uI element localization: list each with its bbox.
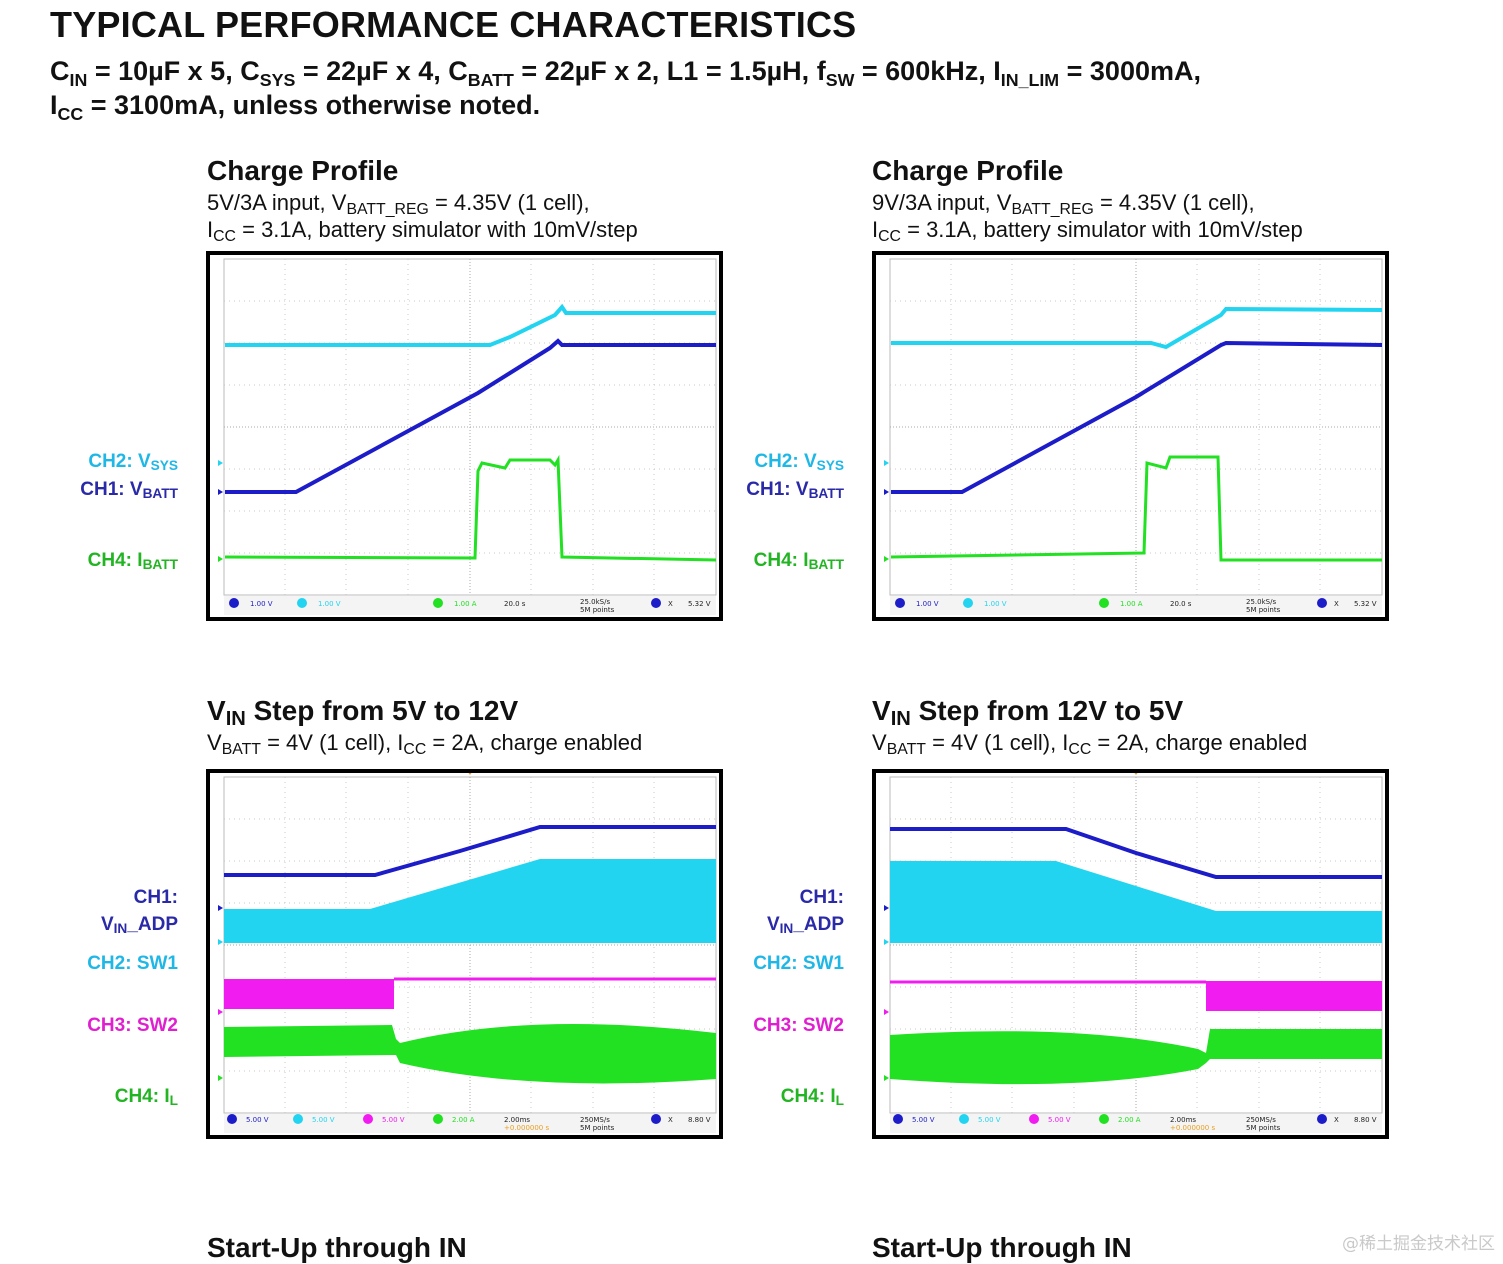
svg-text:20.0 s: 20.0 s bbox=[1170, 600, 1192, 608]
svg-text:1.00 V: 1.00 V bbox=[984, 600, 1007, 608]
channel-label-ch2: CH2: SW1 bbox=[753, 953, 844, 974]
svg-text:25.0kS/s: 25.0kS/s bbox=[580, 598, 610, 606]
svg-text:5.00 V: 5.00 V bbox=[382, 1116, 405, 1124]
channel-label-ch1: CH1: bbox=[799, 887, 844, 908]
plot-title: Charge Profile bbox=[872, 155, 1064, 186]
svg-text:X: X bbox=[668, 1116, 673, 1124]
svg-text:20.0 s: 20.0 s bbox=[504, 600, 526, 608]
scope-display: 5.00 V 5.00 V 5.00 V 2.00 A 2.00ms +0.00… bbox=[218, 773, 717, 1133]
svg-text:5.00 V: 5.00 V bbox=[978, 1116, 1001, 1124]
svg-text:8.80 V: 8.80 V bbox=[1354, 1116, 1377, 1124]
svg-text:25.0kS/s: 25.0kS/s bbox=[1246, 598, 1276, 606]
channel-label-ch2: CH2: VSYS bbox=[754, 451, 844, 474]
conditions-line-2: ICC = 3100mA, unless otherwise noted. bbox=[50, 90, 541, 125]
svg-text:1.00 A: 1.00 A bbox=[454, 600, 477, 608]
channel-label-ch2: CH2: VSYS bbox=[88, 451, 178, 474]
plot-title: VIN Step from 12V to 5V bbox=[872, 695, 1184, 731]
svg-text:X: X bbox=[1334, 1116, 1339, 1124]
svg-text:5.00 V: 5.00 V bbox=[912, 1116, 935, 1124]
conditions-line-1: CIN = 10µF x 5, CSYS = 22µF x 4, CBATT =… bbox=[50, 56, 1201, 91]
channel-label-ch4: CH4: IL bbox=[114, 1086, 178, 1109]
channel-label-ch1: CH1: VBATT bbox=[80, 479, 178, 502]
page-heading: TYPICAL PERFORMANCE CHARACTERISTICS bbox=[50, 4, 857, 45]
plot-description: VBATT = 4V (1 cell), ICC = 2A, charge en… bbox=[872, 730, 1308, 758]
channel-label-ch1-name: VIN_ADP bbox=[766, 914, 844, 937]
plot-description: 5V/3A input, VBATT_REG = 4.35V (1 cell), bbox=[207, 190, 590, 218]
oscilloscope-screenshot: 1.00 V 1.00 V 1.00 A 20.0 s 25.0kS/s 5M … bbox=[872, 251, 1389, 621]
plot-description: VBATT = 4V (1 cell), ICC = 2A, charge en… bbox=[207, 730, 643, 758]
plot-description: 9V/3A input, VBATT_REG = 4.35V (1 cell), bbox=[872, 190, 1255, 218]
svg-text:5M points: 5M points bbox=[580, 1124, 615, 1132]
channel-label-ch3: CH3: SW2 bbox=[753, 1015, 844, 1036]
watermark: @稀土掘金技术社区 bbox=[1342, 1234, 1495, 1254]
svg-text:2.00ms: 2.00ms bbox=[1170, 1116, 1196, 1124]
oscilloscope-screenshot: 1.00 V 1.00 V 1.00 A 20.0 s 25.0kS/s 5M … bbox=[206, 251, 723, 621]
plot-title: VIN Step from 5V to 12V bbox=[207, 695, 519, 731]
svg-text:5M points: 5M points bbox=[580, 606, 615, 614]
svg-text:2.00 A: 2.00 A bbox=[1118, 1116, 1141, 1124]
svg-text:2.00ms: 2.00ms bbox=[504, 1116, 530, 1124]
svg-text:250MS/s: 250MS/s bbox=[580, 1116, 610, 1124]
scope-display: 1.00 V 1.00 V 1.00 A 20.0 s 25.0kS/s 5M … bbox=[884, 258, 1383, 615]
channel-label-ch1: CH1: VBATT bbox=[746, 479, 844, 502]
svg-text:5M points: 5M points bbox=[1246, 1124, 1281, 1132]
scope-display: 1.00 V 1.00 V 1.00 A 20.0 s 25.0kS/s 5M … bbox=[218, 258, 717, 615]
svg-text:5.00 V: 5.00 V bbox=[1048, 1116, 1071, 1124]
channel-label-ch1-name: VIN_ADP bbox=[100, 914, 178, 937]
channel-label-ch4: CH4: IBATT bbox=[753, 550, 844, 573]
channel-label-ch4: CH4: IL bbox=[780, 1086, 844, 1109]
plot-title: Start-Up through IN bbox=[207, 1232, 467, 1263]
svg-text:1.00 V: 1.00 V bbox=[916, 600, 939, 608]
svg-text:+0.000000 s: +0.000000 s bbox=[1170, 1124, 1215, 1132]
channel-label-ch4: CH4: IBATT bbox=[87, 550, 178, 573]
channel-label-ch3: CH3: SW2 bbox=[87, 1015, 178, 1036]
svg-text:1.00 V: 1.00 V bbox=[318, 600, 341, 608]
svg-text:1.00 V: 1.00 V bbox=[250, 600, 273, 608]
plot-title: Charge Profile bbox=[207, 155, 399, 186]
plot-description: ICC = 3.1A, battery simulator with 10mV/… bbox=[872, 217, 1303, 245]
oscilloscope-screenshot: 5.00 V 5.00 V 5.00 V 2.00 A 2.00ms +0.00… bbox=[872, 769, 1389, 1139]
svg-text:1.00 A: 1.00 A bbox=[1120, 600, 1143, 608]
scope-display: 5.00 V 5.00 V 5.00 V 2.00 A 2.00ms +0.00… bbox=[884, 773, 1383, 1133]
svg-text:+0.000000 s: +0.000000 s bbox=[504, 1124, 549, 1132]
channel-label-ch1: CH1: bbox=[133, 887, 178, 908]
oscilloscope-screenshot: 5.00 V 5.00 V 5.00 V 2.00 A 2.00ms +0.00… bbox=[206, 769, 723, 1139]
channel-label-ch2: CH2: SW1 bbox=[87, 953, 178, 974]
svg-text:X: X bbox=[668, 600, 673, 608]
svg-text:5M points: 5M points bbox=[1246, 606, 1281, 614]
svg-text:2.00 A: 2.00 A bbox=[452, 1116, 475, 1124]
svg-text:5.00 V: 5.00 V bbox=[246, 1116, 269, 1124]
svg-text:8.80 V: 8.80 V bbox=[688, 1116, 711, 1124]
svg-text:5.00 V: 5.00 V bbox=[312, 1116, 335, 1124]
svg-text:250MS/s: 250MS/s bbox=[1246, 1116, 1276, 1124]
plot-description: ICC = 3.1A, battery simulator with 10mV/… bbox=[207, 217, 638, 245]
svg-text:5.32 V: 5.32 V bbox=[688, 600, 711, 608]
svg-text:X: X bbox=[1334, 600, 1339, 608]
svg-text:5.32 V: 5.32 V bbox=[1354, 600, 1377, 608]
plot-title: Start-Up through IN bbox=[872, 1232, 1132, 1263]
